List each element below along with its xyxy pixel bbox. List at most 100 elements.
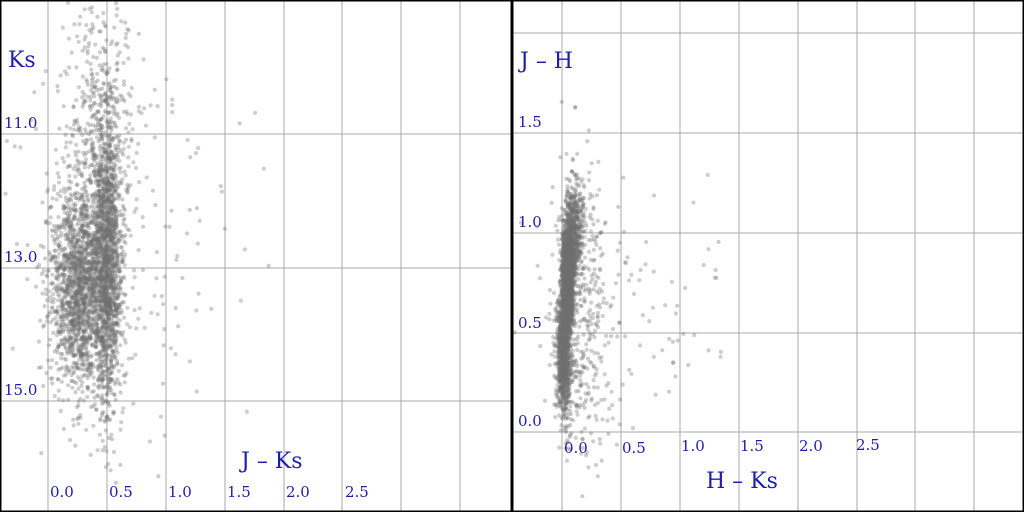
data-point	[84, 293, 89, 298]
data-point	[86, 230, 91, 235]
data-point	[88, 107, 93, 112]
data-point	[104, 267, 109, 272]
data-point	[66, 36, 72, 41]
data-point	[110, 259, 115, 264]
data-point	[86, 339, 91, 344]
data-point	[84, 208, 89, 213]
data-point	[86, 221, 91, 226]
data-point	[67, 274, 72, 279]
data-point	[66, 243, 71, 248]
data-point	[86, 270, 91, 275]
data-point	[70, 242, 75, 247]
data-point	[72, 303, 77, 308]
data-point	[78, 243, 83, 248]
data-point	[68, 288, 73, 293]
data-point	[65, 351, 70, 356]
data-point	[88, 363, 93, 368]
data-point	[50, 234, 55, 239]
data-point	[76, 303, 81, 308]
data-point	[113, 263, 119, 268]
data-point	[90, 91, 95, 96]
data-point	[96, 199, 101, 204]
data-point	[78, 245, 83, 250]
data-point	[76, 331, 82, 336]
data-point	[101, 349, 106, 354]
data-point	[85, 244, 90, 249]
data-point	[72, 327, 77, 332]
data-point	[89, 239, 94, 244]
data-point	[66, 327, 71, 332]
data-point	[99, 268, 104, 273]
data-point	[44, 273, 49, 278]
data-point	[88, 452, 93, 457]
data-point	[129, 138, 134, 143]
data-point	[89, 255, 95, 260]
data-point	[97, 383, 102, 388]
data-point	[94, 345, 99, 350]
data-point	[91, 215, 96, 220]
data-point	[131, 160, 136, 165]
data-point	[94, 407, 99, 412]
data-point	[70, 320, 75, 325]
data-point	[50, 272, 55, 277]
data-point	[86, 283, 91, 289]
data-point	[71, 232, 76, 237]
data-point	[69, 294, 74, 299]
data-point	[82, 257, 87, 262]
data-point	[110, 137, 116, 142]
data-point	[74, 250, 80, 255]
data-point	[78, 226, 83, 231]
data-point	[50, 255, 55, 260]
data-point	[82, 372, 87, 378]
data-point	[55, 269, 60, 274]
data-point	[79, 250, 84, 255]
data-point	[85, 224, 90, 229]
data-point	[41, 245, 46, 250]
data-point	[79, 301, 84, 306]
data-point	[58, 194, 63, 199]
data-point	[36, 365, 41, 370]
data-point	[91, 404, 96, 409]
data-point	[63, 335, 68, 340]
data-point	[88, 289, 93, 294]
data-point	[82, 302, 87, 307]
data-point	[67, 232, 72, 237]
data-point	[89, 326, 94, 331]
data-point	[80, 285, 86, 291]
data-point	[106, 234, 111, 239]
data-point	[60, 351, 65, 357]
data-point	[107, 143, 112, 148]
data-point	[94, 237, 99, 242]
data-point	[88, 129, 93, 134]
data-point	[53, 309, 58, 314]
data-point	[90, 317, 95, 322]
data-point	[106, 110, 111, 116]
data-point	[69, 318, 75, 323]
data-point	[101, 341, 106, 346]
data-point	[54, 265, 59, 270]
data-point	[105, 95, 110, 100]
data-point	[96, 276, 101, 281]
data-point	[89, 219, 94, 224]
data-point	[67, 65, 72, 70]
data-point	[65, 317, 70, 322]
data-point	[99, 167, 104, 172]
data-point	[108, 304, 113, 310]
data-point	[110, 39, 115, 44]
data-point	[114, 1, 119, 6]
data-point	[76, 345, 81, 350]
data-point	[126, 144, 131, 149]
data-point	[62, 291, 68, 296]
data-point	[89, 295, 94, 300]
data-point	[85, 336, 90, 341]
data-point	[89, 389, 95, 394]
data-point	[156, 474, 161, 479]
data-point	[71, 261, 76, 267]
data-point	[79, 352, 84, 357]
data-point	[72, 279, 77, 284]
data-point	[91, 54, 96, 60]
data-point	[78, 303, 83, 308]
data-point	[99, 204, 104, 209]
data-point	[119, 420, 124, 425]
data-point	[77, 283, 82, 288]
